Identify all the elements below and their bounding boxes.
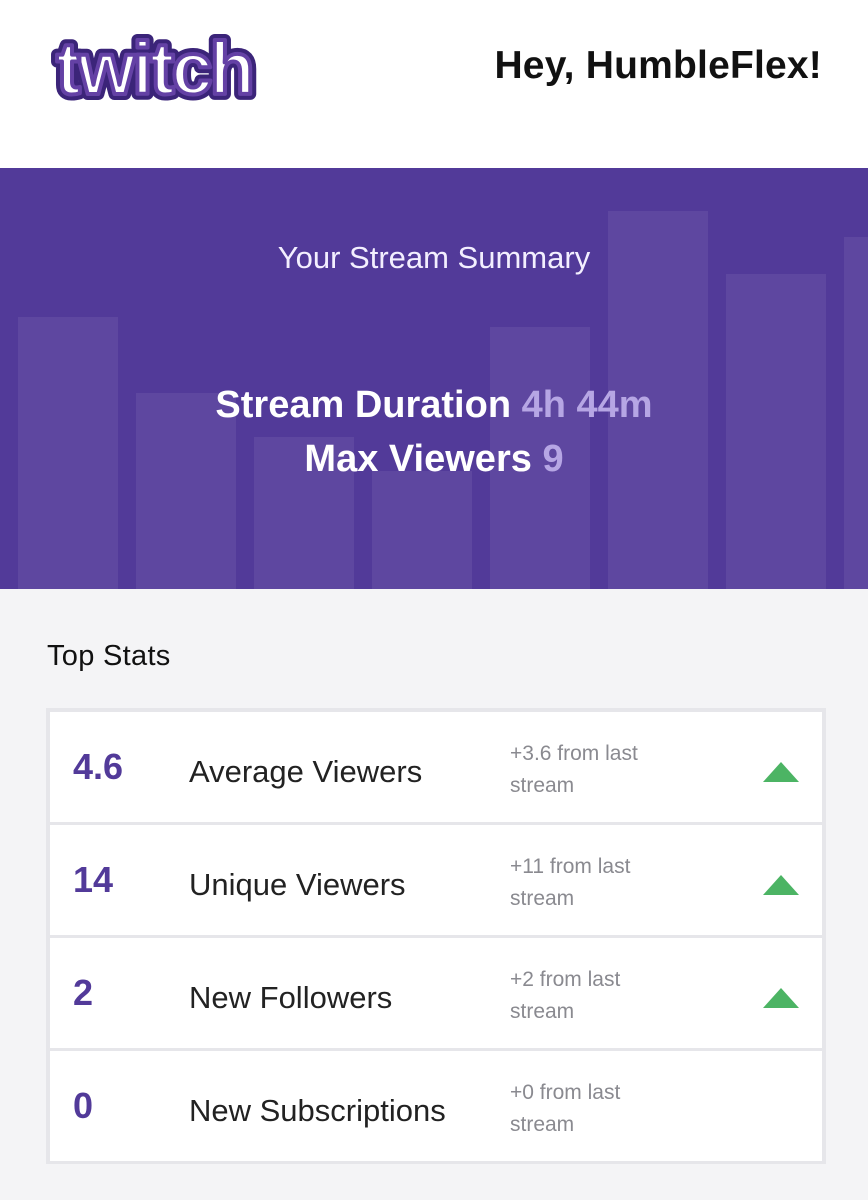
background-bar	[372, 471, 472, 589]
triangle-up-icon	[763, 875, 799, 895]
stat-value: 14	[73, 859, 114, 900]
stat-value: 0	[73, 1085, 94, 1126]
top-stats-table: 4.6 Average Viewers +3.6 from last strea…	[46, 708, 826, 1164]
triangle-up-icon	[763, 988, 799, 1008]
background-bar	[608, 211, 708, 589]
stat-change: +2 from last stream	[510, 964, 685, 1028]
stat-change-line: stream	[510, 774, 575, 797]
stat-change-line: +2 from last	[510, 968, 621, 991]
stat-change-line: stream	[510, 887, 575, 910]
stat-row-new-followers: 2 New Followers +2 from last stream	[50, 938, 822, 1048]
logo-text: twitch	[56, 34, 252, 110]
max-viewers-label: Max Viewers	[304, 438, 532, 480]
max-viewers-value: 9	[542, 438, 564, 480]
stat-value: 2	[73, 972, 94, 1013]
stream-summary-title: Your Stream Summary	[277, 240, 591, 275]
stat-change-line: +11 from last	[510, 855, 631, 878]
max-viewers: Max Viewers 9	[0, 438, 868, 481]
stream-summary-banner: Your Stream Summary Stream Duration 4h 4…	[0, 168, 868, 589]
stat-row-new-subscriptions: 0 New Subscriptions +0 from last stream	[50, 1051, 822, 1161]
background-bar	[490, 327, 590, 589]
background-bar	[136, 393, 236, 589]
stat-change: +0 from last stream	[510, 1077, 685, 1141]
stat-label: New Followers	[189, 980, 393, 1015]
stat-change-line: stream	[510, 1000, 575, 1023]
stat-change: +3.6 from last stream	[510, 738, 685, 802]
background-bar	[254, 437, 354, 589]
stat-label: Unique Viewers	[189, 867, 406, 902]
stat-change: +11 from last stream	[510, 851, 685, 915]
stream-duration: Stream Duration 4h 44m	[0, 384, 868, 427]
stat-row-average-viewers: 4.6 Average Viewers +3.6 from last strea…	[50, 712, 822, 822]
stat-value: 4.6	[73, 746, 124, 787]
email-header: twitch twitch Hey, HumbleFlex!	[0, 0, 868, 168]
background-bar	[844, 237, 868, 589]
stream-duration-label: Stream Duration	[215, 384, 512, 426]
stat-change-line: +3.6 from last	[510, 742, 638, 765]
stat-label: New Subscriptions	[189, 1093, 446, 1128]
twitch-logo[interactable]: twitch twitch	[44, 34, 264, 114]
stream-duration-value: 4h 44m	[521, 384, 653, 426]
background-bar	[726, 274, 826, 589]
stat-row-unique-viewers: 14 Unique Viewers +11 from last stream	[50, 825, 822, 935]
background-bar	[18, 317, 118, 589]
stat-label: Average Viewers	[189, 754, 423, 789]
background-bars-decoration	[0, 168, 868, 589]
stat-change-line: +0 from last	[510, 1081, 621, 1104]
top-stats-heading: Top Stats	[47, 640, 171, 672]
logo-text-outline: twitch	[56, 34, 252, 110]
greeting: Hey, HumbleFlex!	[494, 44, 822, 87]
stat-change-line: stream	[510, 1113, 575, 1136]
triangle-up-icon	[763, 762, 799, 782]
